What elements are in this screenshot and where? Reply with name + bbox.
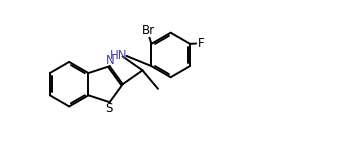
Text: HN: HN xyxy=(110,49,128,62)
Text: F: F xyxy=(198,37,204,50)
Text: N: N xyxy=(105,54,114,67)
Text: S: S xyxy=(106,102,113,115)
Text: Br: Br xyxy=(142,24,155,37)
